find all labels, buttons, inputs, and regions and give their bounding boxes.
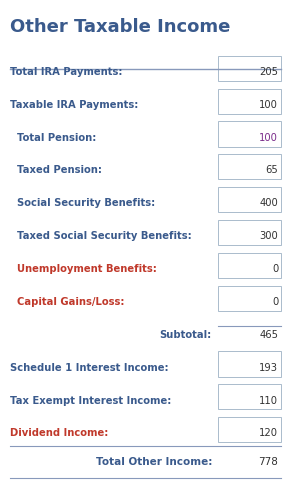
Text: 0: 0 (272, 264, 278, 274)
Text: 205: 205 (259, 67, 278, 77)
Text: Total Other Income:: Total Other Income: (95, 457, 212, 467)
Text: Subtotal:: Subtotal: (160, 330, 212, 340)
FancyBboxPatch shape (218, 187, 281, 212)
Text: 120: 120 (259, 428, 278, 438)
Text: 100: 100 (259, 133, 278, 142)
Text: Total IRA Payments:: Total IRA Payments: (10, 67, 123, 77)
Text: Other Taxable Income: Other Taxable Income (10, 18, 230, 36)
FancyBboxPatch shape (218, 220, 281, 245)
Text: 193: 193 (259, 363, 278, 373)
Text: Taxable IRA Payments:: Taxable IRA Payments: (10, 100, 138, 110)
FancyBboxPatch shape (218, 122, 281, 146)
Text: 0: 0 (272, 297, 278, 307)
Text: 300: 300 (260, 231, 278, 241)
Text: 65: 65 (265, 166, 278, 175)
Text: 400: 400 (260, 198, 278, 208)
Text: 465: 465 (259, 330, 278, 340)
Text: Unemployment Benefits:: Unemployment Benefits: (17, 264, 157, 274)
Text: Tax Exempt Interest Income:: Tax Exempt Interest Income: (10, 396, 171, 405)
Text: 100: 100 (259, 100, 278, 110)
FancyBboxPatch shape (218, 351, 281, 377)
FancyBboxPatch shape (218, 417, 281, 442)
Text: 778: 778 (258, 457, 278, 467)
Text: Capital Gains/Loss:: Capital Gains/Loss: (17, 297, 125, 307)
FancyBboxPatch shape (218, 56, 281, 81)
Text: Taxed Social Security Benefits:: Taxed Social Security Benefits: (17, 231, 192, 241)
FancyBboxPatch shape (218, 88, 281, 114)
Text: Taxed Pension:: Taxed Pension: (17, 166, 102, 175)
Text: Social Security Benefits:: Social Security Benefits: (17, 198, 156, 208)
Text: 110: 110 (259, 396, 278, 405)
FancyBboxPatch shape (218, 253, 281, 278)
Text: Dividend Income:: Dividend Income: (10, 428, 108, 438)
Text: Schedule 1 Interest Income:: Schedule 1 Interest Income: (10, 363, 169, 373)
FancyBboxPatch shape (218, 154, 281, 179)
FancyBboxPatch shape (218, 384, 281, 409)
FancyBboxPatch shape (218, 286, 281, 311)
Text: Total Pension:: Total Pension: (17, 133, 97, 142)
